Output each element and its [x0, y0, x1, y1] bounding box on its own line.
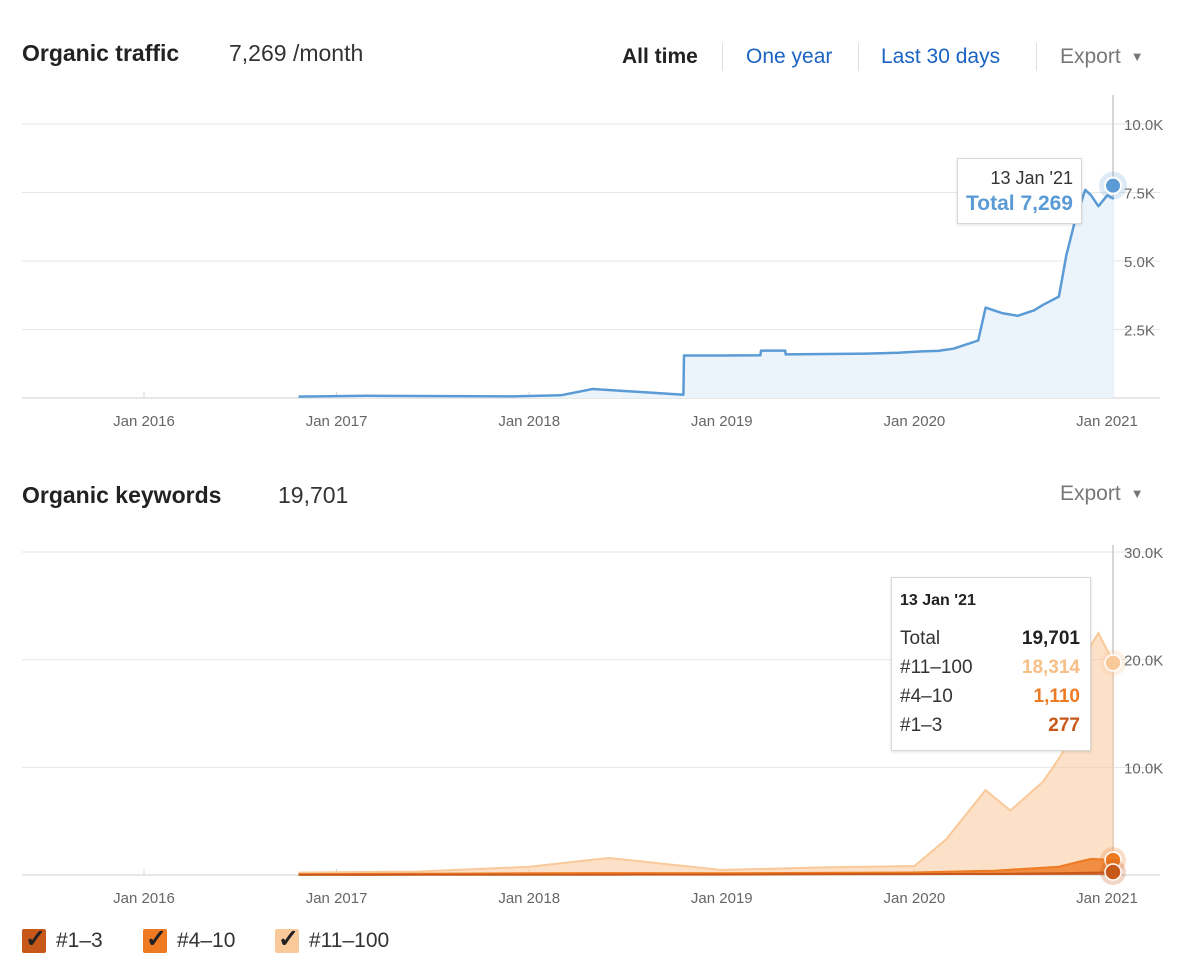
tooltip-row-value: 19,701: [1021, 628, 1080, 649]
tab-divider: [858, 43, 859, 71]
check-icon: ✓: [146, 925, 167, 953]
legend-item-11-100[interactable]: ✓ #11–100: [275, 925, 390, 955]
x-tick-label: Jan 2021: [1076, 413, 1138, 430]
y-tick-label: 5.0K: [1124, 254, 1155, 271]
export-label: Export: [1060, 45, 1121, 68]
line-4-10: [298, 857, 1114, 876]
traffic-export-button[interactable]: Export ▼: [1060, 45, 1144, 69]
legend-label: #1–3: [56, 929, 103, 952]
keywords-value: 19,701: [278, 482, 349, 508]
tooltip-date: 13 Jan '21: [990, 168, 1073, 188]
check-icon: ✓: [25, 925, 46, 953]
y-tick-label: 30.0K: [1124, 545, 1163, 562]
legend-item-1-3[interactable]: ✓ #1–3: [22, 925, 103, 955]
x-tick-label: Jan 2019: [691, 413, 753, 430]
hover-point: [1104, 654, 1122, 672]
checkbox-1-3[interactable]: ✓: [22, 925, 46, 953]
tab-divider: [722, 43, 723, 71]
legend-label: #11–100: [309, 929, 390, 952]
keywords-chart: 10.0K 20.0K 30.0K Jan 2016 Jan 2017 Jan 2018 J…: [22, 545, 1163, 907]
hover-point: [1104, 863, 1122, 881]
y-tick-label: 7.5K: [1124, 186, 1155, 203]
x-tick-label: Jan 2021: [1076, 890, 1138, 907]
tab-all-time[interactable]: All time: [622, 45, 698, 68]
tooltip-row-value: 18,314: [1021, 657, 1080, 678]
tooltip-row-4-10: #4–10 1,110: [900, 682, 1080, 711]
x-tick-label: Jan 2017: [306, 413, 368, 430]
tooltip-date: 13 Jan '21: [900, 592, 976, 609]
traffic-chart: 2.5K 5.0K 7.5K 10.0K Jan 2016 Jan 2017 Jan 201…: [22, 95, 1163, 430]
legend-item-4-10[interactable]: ✓ #4–10: [143, 925, 236, 955]
legend-label: #4–10: [177, 929, 236, 952]
tooltip-row-1-3: #1–3 277: [900, 711, 1080, 740]
hover-point: [1104, 176, 1122, 195]
tab-last-30-days[interactable]: Last 30 days: [881, 45, 1001, 68]
x-tick-label: Jan 2016: [113, 413, 175, 430]
x-tick-label: Jan 2016: [113, 890, 175, 907]
chevron-down-icon: ▼: [1130, 49, 1144, 64]
check-icon: ✓: [278, 925, 299, 953]
tooltip-row-label: #1–3: [900, 715, 943, 736]
tooltip-row-11-100: #11–100 18,314: [900, 653, 1080, 682]
tooltip-total: Total 7,269: [966, 192, 1073, 215]
tab-one-year[interactable]: One year: [746, 45, 833, 68]
x-tick-label: Jan 2020: [884, 413, 946, 430]
chevron-down-icon: ▼: [1130, 486, 1144, 501]
x-tick-label: Jan 2018: [498, 890, 560, 907]
x-tick-label: Jan 2017: [306, 890, 368, 907]
tooltip-row-total: Total 19,701: [900, 624, 1080, 653]
y-tick-label: 20.0K: [1124, 653, 1163, 670]
export-label: Export: [1060, 482, 1121, 505]
checkbox-4-10[interactable]: ✓: [143, 925, 167, 953]
checkbox-11-100[interactable]: ✓: [275, 925, 299, 953]
y-tick-label: 10.0K: [1124, 117, 1163, 134]
tooltip-row-label: Total: [900, 628, 941, 649]
x-tick-label: Jan 2019: [691, 890, 753, 907]
keywords-title: Organic keywords: [22, 482, 222, 508]
area-11-100: [298, 633, 1114, 875]
line-1-3: [298, 871, 1114, 876]
tooltip-row-value: 277: [1048, 715, 1080, 736]
x-tick-label: Jan 2020: [884, 890, 946, 907]
traffic-tooltip: 13 Jan '21 Total 7,269: [957, 158, 1082, 224]
tooltip-row-label: #11–100: [900, 657, 973, 678]
y-tick-label: 2.5K: [1124, 323, 1155, 340]
traffic-title: Organic traffic: [22, 40, 180, 66]
tab-divider: [1036, 43, 1037, 71]
traffic-value: 7,269 /month: [229, 40, 364, 66]
keywords-export-button[interactable]: Export ▼: [1060, 482, 1144, 506]
tooltip-row-value: 1,110: [1033, 686, 1081, 707]
tooltip-row-label: #4–10: [900, 686, 953, 707]
x-tick-label: Jan 2018: [498, 413, 560, 430]
keywords-tooltip: 13 Jan '21 Total 19,701 #11–100 18,314 #4–…: [891, 577, 1091, 751]
y-tick-label: 10.0K: [1124, 760, 1163, 777]
